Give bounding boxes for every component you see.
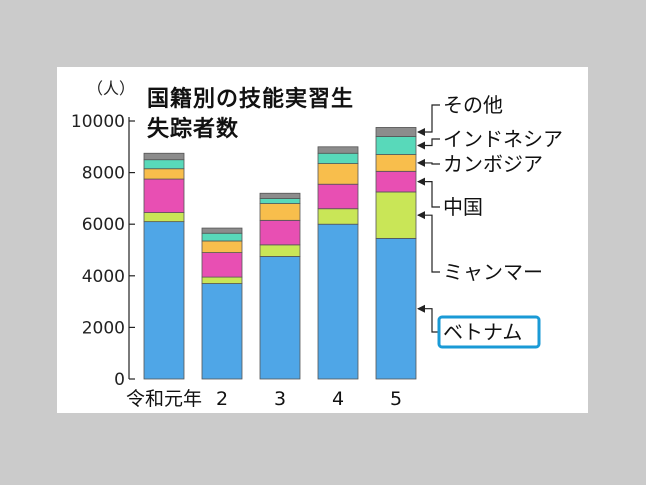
- bar-segment: [143, 221, 185, 380]
- y-tick-label: 2000: [82, 318, 125, 338]
- x-tick-label: 4: [332, 388, 344, 410]
- chart-title-line-2: 失踪者数: [147, 117, 240, 142]
- bar-segment: [201, 252, 243, 278]
- legend-leader-line: [418, 181, 440, 208]
- x-tick-label: 2: [216, 388, 228, 410]
- x-tick-label: 5: [390, 388, 402, 410]
- legend-arrowhead: [417, 304, 425, 313]
- x-tick-label: 3: [274, 388, 286, 410]
- bar-segment: [317, 146, 359, 154]
- bar-segment: [259, 219, 301, 246]
- legend-leader-line: [418, 214, 440, 273]
- bar-segment: [259, 197, 301, 204]
- bar-segment: [317, 208, 359, 225]
- legend-label: 中国: [443, 195, 483, 219]
- bar-segment: [201, 227, 243, 234]
- legend-label: カンボジア: [443, 152, 543, 176]
- bar-segment: [375, 127, 417, 137]
- legend-leader-line: [418, 308, 440, 333]
- bar-segment: [375, 154, 417, 172]
- bar-segment: [143, 178, 185, 213]
- x-tick-label: 令和元年: [126, 388, 202, 410]
- bar-segment: [317, 223, 359, 380]
- legend-arrowhead: [417, 177, 425, 186]
- chart-figure: 国籍別の技能実習生 失踪者数 （人） 0 2000 4000 6000 8000 10000…: [57, 67, 588, 413]
- bar-segment: [375, 237, 417, 380]
- bar-segment: [259, 256, 301, 380]
- chart-title-line-1: 国籍別の技能実習生: [147, 87, 355, 112]
- legend-leader-line: [418, 104, 440, 133]
- legend-highlight-box: [437, 315, 541, 349]
- bar-segment: [317, 183, 359, 210]
- y-tick-label: 10000: [71, 112, 125, 132]
- y-tick-label: 0: [114, 370, 125, 390]
- bar-segment: [375, 136, 417, 155]
- bar-segment: [143, 159, 185, 170]
- bar-segment: [201, 240, 243, 253]
- stacked-bar-chart: （人） 0 2000 4000 6000 8000 10000 令和元年 2 3 4 5 ベトナム ミャン…: [71, 79, 563, 410]
- y-unit-label: （人）: [87, 79, 135, 98]
- bar-segment: [201, 283, 243, 380]
- legend-label: その他: [443, 93, 503, 117]
- legend-arrowhead: [417, 158, 425, 167]
- bar-segment: [143, 168, 185, 180]
- bar-segment: [375, 170, 417, 193]
- legend-label: ミャンマー: [443, 260, 543, 284]
- bar-segment: [143, 152, 185, 161]
- bar-segment: [317, 163, 359, 185]
- bar-segment: [259, 244, 301, 257]
- legend-arrowhead: [417, 127, 425, 136]
- legend-arrowhead: [417, 141, 425, 150]
- y-tick-label: 6000: [82, 215, 125, 235]
- legend-arrowhead: [417, 211, 425, 220]
- y-tick-label: 8000: [82, 164, 125, 184]
- bar-segment: [201, 232, 243, 242]
- bar-segment: [201, 276, 243, 284]
- bar-segment: [259, 203, 301, 221]
- bar-segment: [375, 191, 417, 239]
- legend-label: ベトナム: [443, 320, 522, 344]
- bar-segment: [317, 152, 359, 164]
- bar-segment: [143, 212, 185, 223]
- y-tick-label: 4000: [82, 267, 125, 287]
- bar-segment: [259, 192, 301, 199]
- legend-label: インドネシア: [443, 127, 563, 151]
